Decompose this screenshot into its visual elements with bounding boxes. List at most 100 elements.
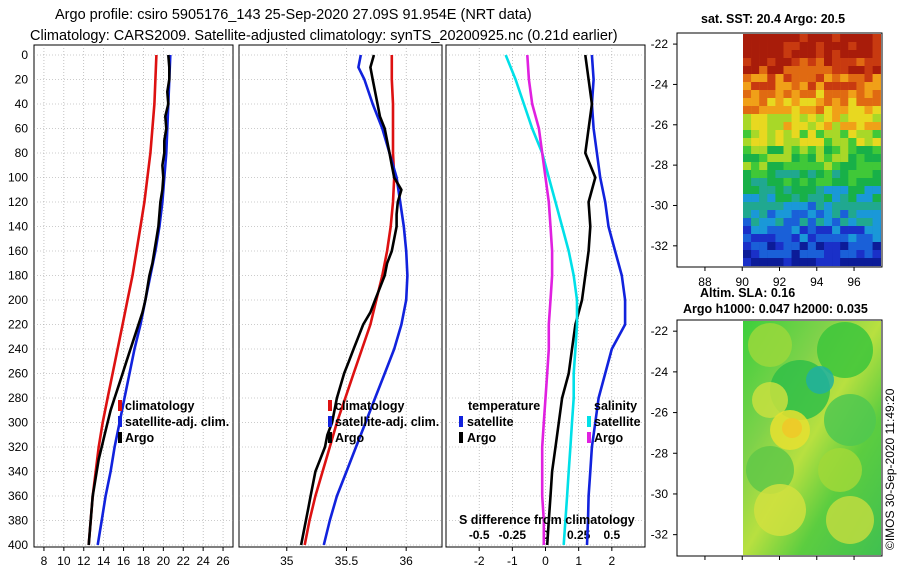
sst-pixel: [751, 66, 760, 75]
sst-pixel: [815, 202, 825, 211]
sst-pixel: [824, 170, 833, 179]
series-line-temperature-argo: [545, 54, 597, 546]
sst-pixel: [783, 42, 792, 51]
sst-pixel: [815, 66, 825, 75]
x-tick-label: 35: [280, 554, 294, 568]
sst-pixel: [832, 162, 841, 171]
sst-pixel: [799, 186, 808, 195]
sst-pixel: [767, 74, 776, 83]
sst-pixel: [864, 218, 873, 227]
sst-pixel: [759, 258, 768, 267]
sst-pixel: [791, 138, 800, 147]
sst-pixel: [791, 194, 800, 203]
sst-pixel: [807, 186, 816, 195]
y-tick-label: -26: [651, 118, 669, 132]
y-tick-label: -22: [651, 324, 669, 338]
sst-pixel: [743, 98, 752, 107]
sst-pixel: [840, 130, 849, 139]
sst-pixel: [872, 42, 881, 51]
sst-pixel: [791, 242, 800, 251]
depth-tick-label: 20: [15, 73, 29, 87]
sst-pixel: [751, 162, 760, 171]
sla-blob: [817, 322, 873, 378]
sst-pixel: [751, 130, 760, 139]
sst-map: sat. SST: 20.4 Argo: 20.5 -22 -24 -26 -28 -3…: [651, 12, 883, 289]
sst-pixel: [807, 218, 816, 227]
sst-pixel: [783, 146, 792, 155]
sst-pixel: [775, 258, 784, 267]
sst-pixel: [791, 82, 800, 91]
legend-label-satellite: satellite-adj. clim.: [125, 415, 229, 429]
sst-pixel: [856, 258, 865, 267]
sst-pixel: [832, 50, 841, 59]
x-tick-label: 20: [157, 554, 171, 568]
sst-pixel: [775, 154, 784, 163]
sst-pixel: [807, 74, 816, 83]
sst-pixel: [807, 146, 816, 155]
sst-pixel: [743, 146, 752, 155]
sst-pixel: [775, 234, 784, 243]
sst-pixel: [815, 242, 825, 251]
legend-swatch-climatology: [328, 400, 332, 411]
sst-pixel: [815, 218, 825, 227]
sst-pixel: [759, 178, 768, 187]
difference-x-ticks: -2 -1 0 1 2: [474, 547, 615, 568]
sst-pixel: [815, 194, 825, 203]
sst-pixel: [791, 34, 800, 43]
sst-pixel: [824, 154, 833, 163]
sst-pixel: [824, 178, 833, 187]
depth-tick-label: 200: [8, 293, 28, 307]
sst-pixel: [791, 210, 800, 219]
sst-pixel: [759, 170, 768, 179]
sst-pixel: [767, 66, 776, 75]
sst-pixel: [856, 34, 865, 43]
sst-pixel: [815, 122, 825, 131]
sst-pixel: [864, 242, 873, 251]
sst-pixel: [743, 194, 752, 203]
sst-pixel: [807, 234, 816, 243]
depth-tick-label: 180: [8, 269, 28, 283]
sst-pixel: [848, 258, 857, 267]
sst-pixel: [856, 162, 865, 171]
sst-pixel: [799, 114, 808, 123]
legend-label-satellite: satellite-adj. clim.: [335, 415, 439, 429]
sst-pixel: [799, 226, 808, 235]
sst-pixel: [743, 226, 752, 235]
sst-pixel: [751, 154, 760, 163]
sst-pixel: [856, 50, 865, 59]
sst-pixel: [759, 138, 768, 147]
sst-pixel: [767, 82, 776, 91]
sst-pixel: [840, 146, 849, 155]
y-tick-label: -28: [651, 446, 669, 460]
sst-pixel: [864, 82, 873, 91]
sst-pixel: [815, 82, 825, 91]
sst-pixel: [751, 234, 760, 243]
depth-tick-label: 240: [8, 342, 28, 356]
legend-swatch-salinity-satellite: [587, 416, 591, 427]
sst-pixel: [743, 258, 752, 267]
sst-pixel: [767, 42, 776, 51]
x-tick-label: 1: [575, 554, 582, 568]
sst-pixel: [767, 226, 776, 235]
sst-pixel: [799, 242, 808, 251]
sst-pixel: [864, 162, 873, 171]
legend-swatch-satellite: [328, 416, 332, 427]
y-tick-label: -22: [651, 37, 669, 51]
s-tick-label: 0.25: [567, 528, 591, 542]
y-tick-label: -28: [651, 158, 669, 172]
depth-tick-label: 60: [15, 122, 29, 136]
x-tick-label: 36: [399, 554, 413, 568]
y-tick-label: -30: [651, 487, 669, 501]
depth-tick-label: 320: [8, 440, 28, 454]
sst-pixel: [856, 218, 865, 227]
sst-pixel: [856, 90, 865, 99]
sst-pixel: [848, 98, 857, 107]
sst-pixel: [856, 58, 865, 67]
depth-tick-label: 80: [15, 146, 29, 160]
sst-pixel: [743, 242, 752, 251]
sst-pixel: [864, 146, 873, 155]
sst-pixel: [799, 82, 808, 91]
sst-pixel: [751, 98, 760, 107]
sst-pixel: [832, 178, 841, 187]
sst-pixel: [832, 130, 841, 139]
